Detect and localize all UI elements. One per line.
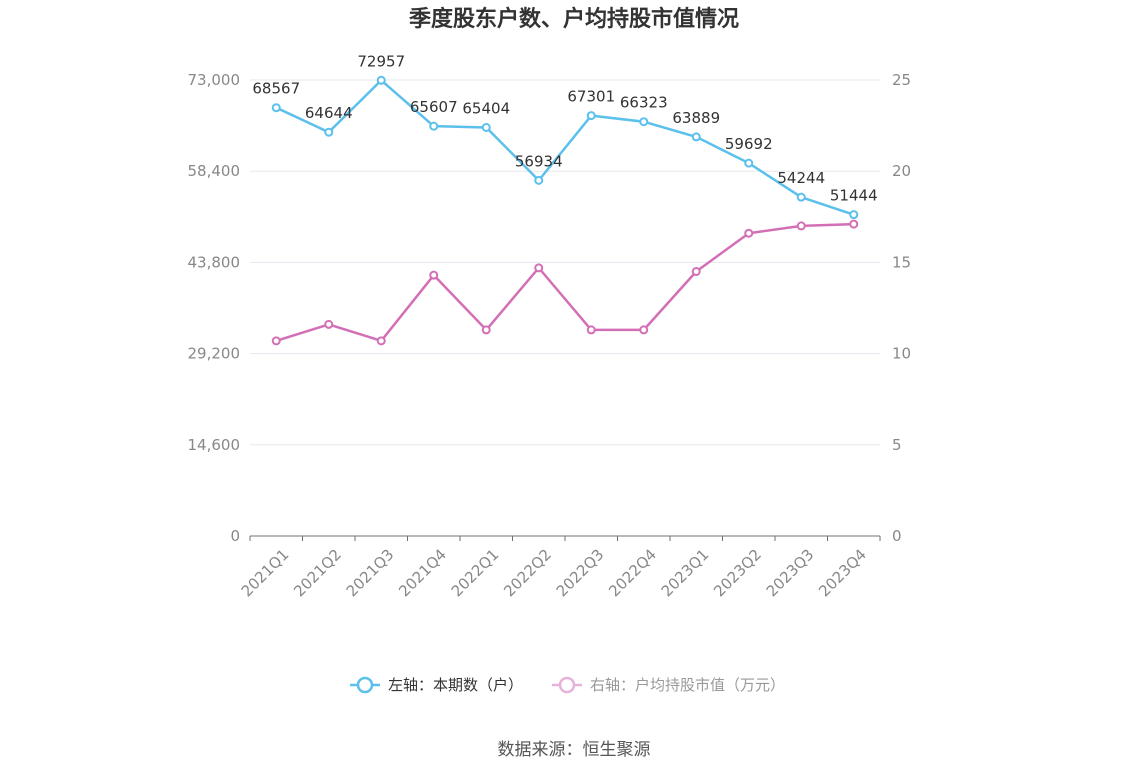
data-label: 66323: [620, 94, 668, 112]
y-right-tick-label: 5: [892, 436, 902, 454]
data-label: 51444: [830, 187, 878, 205]
legend[interactable]: 左轴：本期数（户） 右轴：户均持股市值（万元）: [350, 676, 785, 694]
legend-swatch-marker: [558, 676, 576, 694]
data-point: [586, 325, 596, 335]
y-right-tick-label: 0: [892, 527, 902, 545]
x-tick-label: 2021Q2: [290, 546, 345, 601]
data-point: [744, 228, 754, 238]
data-point: [639, 117, 649, 127]
data-point: [586, 111, 596, 121]
x-tick-label: 2023Q2: [710, 546, 765, 601]
y-right-tick-label: 25: [892, 71, 911, 89]
x-tick-label: 2022Q2: [500, 546, 555, 601]
data-point: [429, 270, 439, 280]
y-right-tick-label: 15: [892, 253, 911, 271]
data-label: 65607: [410, 98, 458, 116]
data-label: 59692: [725, 135, 773, 153]
y-left-tick-label: 0: [230, 527, 240, 545]
data-label: 72957: [357, 52, 405, 70]
data-label: 65404: [462, 99, 510, 117]
x-tick-label: 2021Q3: [343, 546, 398, 601]
data-point: [481, 122, 491, 132]
data-point: [271, 336, 281, 346]
data-point: [376, 336, 386, 346]
series-right-axis: [271, 219, 859, 346]
data-point: [849, 210, 859, 220]
series-line: [275, 222, 854, 343]
data-point: [324, 319, 334, 329]
y-left-tick-label: 43,800: [188, 253, 241, 271]
data-point: [796, 192, 806, 202]
data-point: [691, 267, 701, 277]
series-left-axis: 68567 64644 72957 65607 65404 56934 67301 66323…: [252, 52, 878, 220]
data-point: [691, 132, 701, 142]
grid: [250, 79, 880, 446]
data-label: 64644: [305, 104, 353, 122]
x-tick-label: 2022Q3: [553, 546, 608, 601]
x-tick-label: 2023Q1: [658, 546, 713, 601]
chart-title: 季度股东户数、户均持股市值情况: [409, 6, 739, 32]
data-point: [324, 127, 334, 137]
data-label: 67301: [567, 88, 615, 106]
series: 68567 64644 72957 65607 65404 56934 67301 66323…: [252, 52, 878, 346]
data-label: 56934: [515, 152, 563, 170]
x-tick-label: 2022Q1: [448, 546, 503, 601]
y-left-tick-label: 58,400: [188, 162, 241, 180]
data-point: [271, 103, 281, 113]
data-label: 54244: [777, 169, 825, 187]
y-left-tick-label: 29,200: [188, 345, 241, 363]
series-line: [275, 79, 855, 216]
source-note: 数据来源：恒生聚源: [498, 740, 651, 760]
legend-swatch-marker: [356, 676, 374, 694]
x-tick-label: 2021Q1: [238, 546, 293, 601]
x-tick-label: 2023Q4: [815, 546, 870, 601]
data-point: [429, 121, 439, 131]
y-left-tick-label: 73,000: [188, 71, 241, 89]
x-tick-label: 2023Q3: [763, 546, 818, 601]
data-point: [849, 219, 859, 229]
legend-label: 左轴：本期数（户）: [388, 676, 523, 694]
data-point: [481, 325, 491, 335]
x-tick-label: 2021Q4: [395, 546, 450, 601]
legend-item[interactable]: 右轴：户均持股市值（万元）: [552, 676, 785, 694]
data-point: [534, 175, 544, 185]
data-point: [534, 263, 544, 273]
data-point: [639, 325, 649, 335]
data-point: [744, 158, 754, 168]
legend-label: 右轴：户均持股市值（万元）: [590, 676, 785, 694]
data-point: [796, 221, 806, 231]
data-point: [376, 75, 386, 85]
y-left-tick-label: 14,600: [188, 436, 241, 454]
x-tick-label: 2022Q4: [605, 546, 660, 601]
legend-item[interactable]: 左轴：本期数（户）: [350, 676, 523, 694]
data-label: 68567: [252, 80, 300, 98]
y-right-tick-label: 10: [892, 345, 911, 363]
data-label: 63889: [672, 109, 720, 127]
y-right-tick-label: 20: [892, 162, 911, 180]
